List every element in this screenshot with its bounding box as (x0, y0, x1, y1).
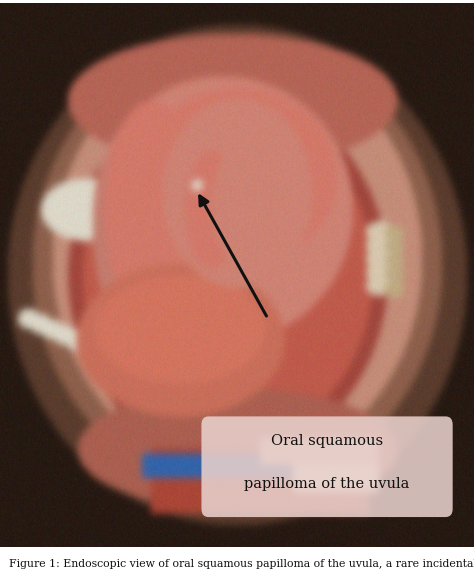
FancyBboxPatch shape (201, 417, 453, 517)
Text: Figure 1: Endoscopic view of oral squamous papilloma of the uvula, a rare incide: Figure 1: Endoscopic view of oral squamo… (9, 559, 474, 569)
Text: papilloma of the uvula: papilloma of the uvula (245, 477, 410, 491)
Text: Oral squamous: Oral squamous (271, 434, 383, 448)
